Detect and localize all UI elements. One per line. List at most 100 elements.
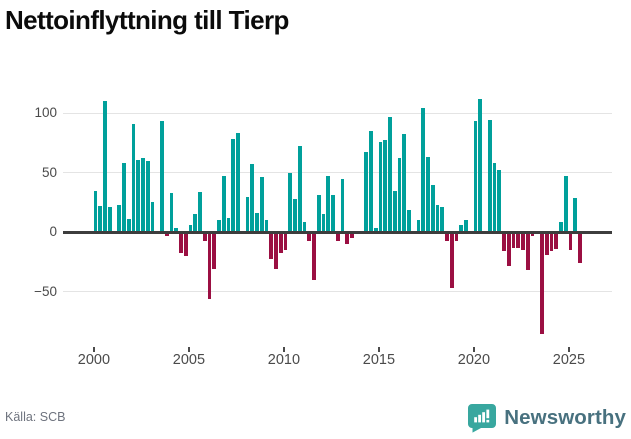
- bar-2000-Q3: [103, 101, 107, 233]
- bar-2014-Q3: [369, 130, 373, 233]
- bar-2016-Q1: [397, 158, 402, 233]
- bar-2004-Q1: [169, 192, 174, 233]
- bar-2025-Q2: [573, 197, 578, 233]
- bar-2020-Q1: [473, 121, 478, 233]
- bar-2014-Q4: [373, 227, 378, 233]
- brand-link[interactable]: Newsworthy: [468, 400, 626, 436]
- bar-2005-Q1: [188, 225, 193, 233]
- bar-2014-Q2: [364, 152, 369, 233]
- bar-2010-Q2: [288, 172, 293, 233]
- source-label: Källa: SCB: [5, 410, 66, 424]
- bar-2018-Q2: [440, 207, 445, 233]
- bar-2009-Q2: [269, 232, 274, 259]
- bar-2005-Q4: [202, 232, 207, 241]
- bar-2011-Q2: [307, 232, 312, 241]
- bar-2007-Q1: [226, 217, 231, 233]
- bar-2011-Q3: [312, 232, 316, 280]
- plot-area: [63, 85, 612, 345]
- bar-2024-Q4: [563, 176, 568, 233]
- bar-2009-Q3: [274, 232, 278, 270]
- bar-2000-Q1: [93, 190, 98, 233]
- bar-2015-Q2: [383, 140, 388, 233]
- bar-2024-Q2: [554, 232, 559, 249]
- bar-2007-Q3: [236, 133, 240, 233]
- bar-2016-Q2: [402, 134, 407, 233]
- bar-2013-Q2: [345, 232, 350, 245]
- bar-2011-Q4: [316, 195, 321, 233]
- y-axis-label: −50: [34, 283, 57, 299]
- bar-2025-Q3: [578, 232, 582, 264]
- bar-2010-Q4: [297, 146, 302, 233]
- bar-2017-Q2: [421, 108, 426, 233]
- bar-2022-Q3: [521, 232, 525, 251]
- bar-2001-Q3: [122, 163, 126, 233]
- bar-2003-Q1: [150, 202, 155, 233]
- zero-axis-line: [63, 230, 612, 234]
- bar-2003-Q4: [164, 232, 169, 236]
- bar-2024-Q1: [549, 232, 554, 252]
- x-axis-label: 2010: [267, 352, 301, 368]
- bar-2017-Q4: [430, 184, 435, 233]
- bar-2022-Q1: [511, 232, 516, 248]
- bar-2008-Q4: [259, 177, 264, 233]
- bar-2011-Q1: [302, 221, 307, 233]
- bar-2004-Q2: [174, 227, 179, 233]
- bar-2000-Q2: [98, 206, 103, 233]
- bar-2006-Q3: [217, 220, 221, 233]
- bar-2015-Q3: [388, 116, 392, 233]
- x-axis-tick: [283, 347, 285, 352]
- bar-2019-Q1: [454, 232, 459, 241]
- bar-2021-Q2: [497, 170, 502, 233]
- bar-2023-Q3: [540, 232, 544, 334]
- y-axis-label: 50: [41, 164, 57, 180]
- bar-2022-Q4: [525, 232, 530, 271]
- bar-2025-Q1: [568, 232, 573, 251]
- bar-2002-Q1: [131, 123, 136, 233]
- bar-2012-Q4: [335, 232, 340, 241]
- x-axis-tick: [93, 347, 95, 352]
- bar-2008-Q3: [255, 213, 259, 233]
- bar-2023-Q4: [544, 232, 549, 255]
- x-axis-label: 2025: [552, 352, 586, 368]
- bar-2006-Q2: [212, 232, 217, 270]
- x-axis-label: 2015: [362, 352, 396, 368]
- x-axis-tick: [568, 347, 570, 352]
- bar-2007-Q2: [231, 139, 236, 233]
- bar-2001-Q4: [126, 219, 131, 233]
- y-axis-label: 100: [34, 105, 57, 121]
- bar-2018-Q4: [449, 232, 454, 289]
- bar-2005-Q3: [198, 191, 202, 233]
- bar-2001-Q2: [117, 204, 122, 233]
- x-axis-tick: [378, 347, 380, 352]
- bar-2013-Q1: [340, 178, 345, 233]
- bar-2013-Q3: [350, 232, 354, 239]
- x-axis-tick: [473, 347, 475, 352]
- bar-2010-Q3: [293, 198, 297, 233]
- x-axis-tick: [188, 347, 190, 352]
- bar-2022-Q2: [516, 232, 521, 248]
- x-axis-label: 2005: [172, 352, 206, 368]
- gridline: [63, 172, 612, 174]
- bar-2000-Q4: [107, 207, 112, 233]
- x-axis-label: 2000: [77, 352, 111, 368]
- bar-2017-Q1: [416, 220, 421, 233]
- bar-2002-Q2: [136, 159, 141, 233]
- bar-2021-Q4: [506, 232, 511, 266]
- bar-2008-Q1: [245, 196, 250, 233]
- y-axis-label: 0: [49, 224, 57, 240]
- bar-2010-Q1: [283, 232, 288, 251]
- bar-2009-Q1: [264, 220, 269, 233]
- bar-2002-Q3: [141, 158, 145, 233]
- gridline: [63, 112, 612, 114]
- bar-2021-Q3: [502, 232, 506, 252]
- gridline: [63, 291, 612, 293]
- bar-2020-Q2: [478, 98, 483, 233]
- chart-title: Nettoinflyttning till Tierp: [5, 5, 289, 35]
- bar-2024-Q3: [559, 221, 563, 233]
- bar-2015-Q1: [378, 141, 383, 233]
- bar-2004-Q3: [179, 232, 183, 253]
- bar-2003-Q3: [160, 121, 164, 233]
- bar-2021-Q1: [492, 163, 497, 233]
- bar-2023-Q1: [530, 232, 535, 236]
